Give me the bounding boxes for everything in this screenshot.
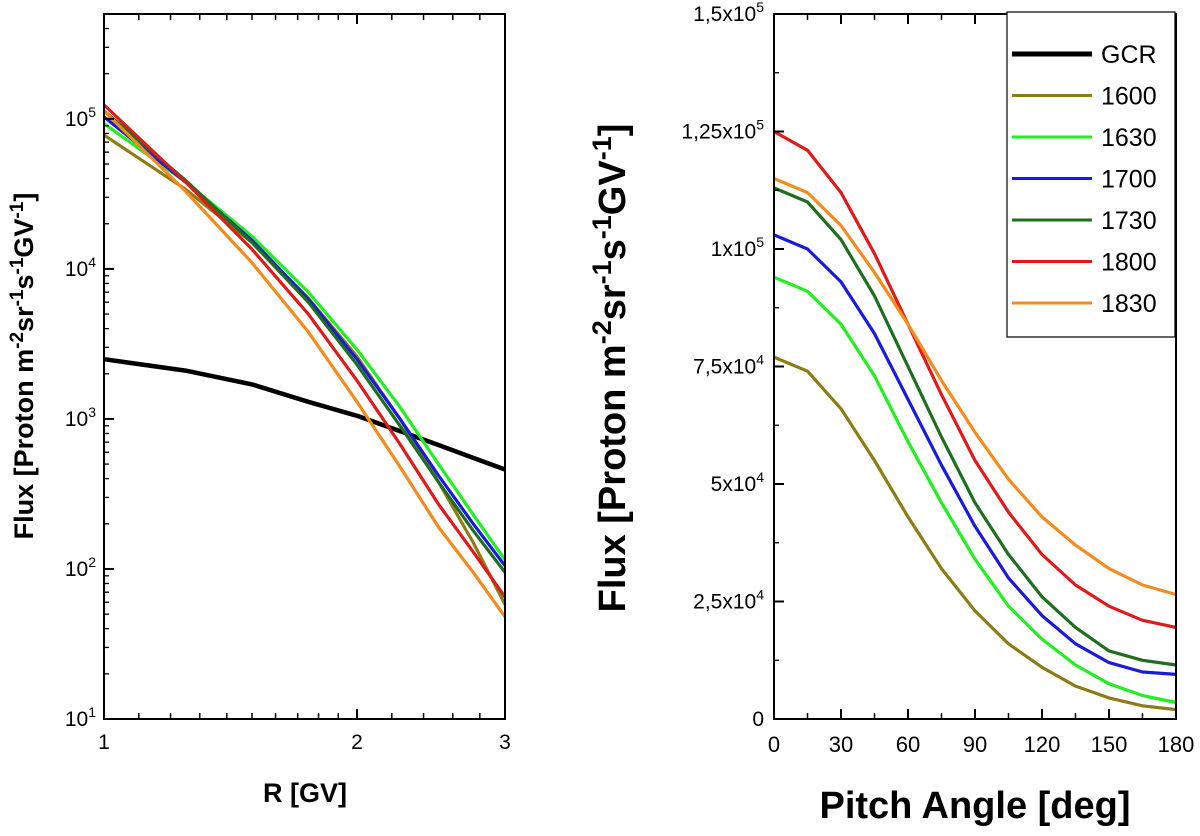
legend-label-1600: 1600 (1101, 83, 1157, 111)
right-y-tick-label: 0 (752, 708, 764, 731)
right-series-line-1700 (773, 233, 1177, 676)
right-y-tick-label: 7,5x104 (693, 352, 764, 379)
left-panel-flux-vs-rigidity: 1 2 3 101 102 103 104 105 R [GV] Flux [Proton m… (7, 13, 511, 808)
legend-label-1730: 1730 (1101, 207, 1157, 235)
right-y-tick-label: 1x105 (711, 234, 765, 261)
left-series-line-1800 (102, 103, 507, 598)
right-series-line-1730 (773, 186, 1177, 667)
legend-label-gcr: GCR (1101, 41, 1157, 69)
left-y-tick-label: 102 (65, 554, 96, 581)
left-y-tick-label: 105 (65, 104, 96, 131)
left-y-tick-label: 104 (65, 254, 96, 281)
right-y-axis-label: Flux [Proton m-2sr-1s-1GV-1] (587, 124, 634, 613)
right-panel-flux-vs-pitch-angle: 0 30 60 90 120 150 18002,5x1045x1047,5x1041x10… (587, 0, 1194, 827)
right-series-line-1600 (773, 355, 1177, 712)
left-ticks: 1 2 3 101 102 103 104 105 (65, 13, 511, 754)
right-x-tick-label: 60 (896, 732, 920, 757)
left-series-line-1830 (102, 109, 507, 618)
left-y-tick-label: 103 (65, 404, 96, 431)
right-y-tick-label: 2,5x104 (693, 587, 764, 614)
right-ticks: 0 30 60 90 120 150 18002,5x1045x1047,5x1041x10… (681, 0, 1194, 757)
right-series-line-1800 (773, 130, 1177, 629)
legend-label-1800: 1800 (1101, 249, 1157, 277)
right-x-tick-label: 120 (1024, 732, 1061, 757)
right-series-lines (773, 130, 1177, 712)
right-series-line-1830 (773, 177, 1177, 597)
legend-label-1630: 1630 (1101, 124, 1157, 152)
left-y-tick-label: 101 (65, 704, 96, 731)
left-plot-frame (103, 13, 506, 720)
left-series-line-1730 (102, 109, 507, 574)
right-x-tick-label: 180 (1158, 732, 1195, 757)
right-y-tick-label: 1,25x105 (681, 117, 764, 144)
left-x-tick-label: 1 (98, 731, 110, 754)
left-x-tick-label: 3 (499, 731, 511, 754)
right-x-tick-label: 150 (1091, 732, 1128, 757)
legend-label-1700: 1700 (1101, 166, 1157, 194)
legend-box (1006, 11, 1176, 338)
left-series-line-gcr (103, 356, 506, 472)
right-x-axis-label: Pitch Angle [deg] (819, 785, 1130, 827)
right-x-tick-label: 0 (768, 732, 780, 757)
left-y-axis-label: Flux [Proton m-2sr-1s-1GV-1] (7, 193, 39, 540)
right-x-tick-label: 90 (963, 732, 987, 757)
legend: GCR 1600 1630 1700 1730 1800 1830 (1006, 11, 1176, 338)
legend-label-1830: 1830 (1101, 290, 1157, 318)
left-series-line-1700 (103, 115, 507, 567)
right-series-line-1630 (773, 275, 1177, 705)
right-x-tick-label: 30 (829, 732, 853, 757)
left-x-axis-label: R [GV] (263, 778, 347, 808)
right-y-tick-label: 5x104 (711, 469, 765, 496)
right-y-tick-label: 1,5x105 (693, 0, 764, 26)
left-x-tick-label: 2 (351, 731, 363, 754)
left-series-lines (102, 103, 507, 618)
